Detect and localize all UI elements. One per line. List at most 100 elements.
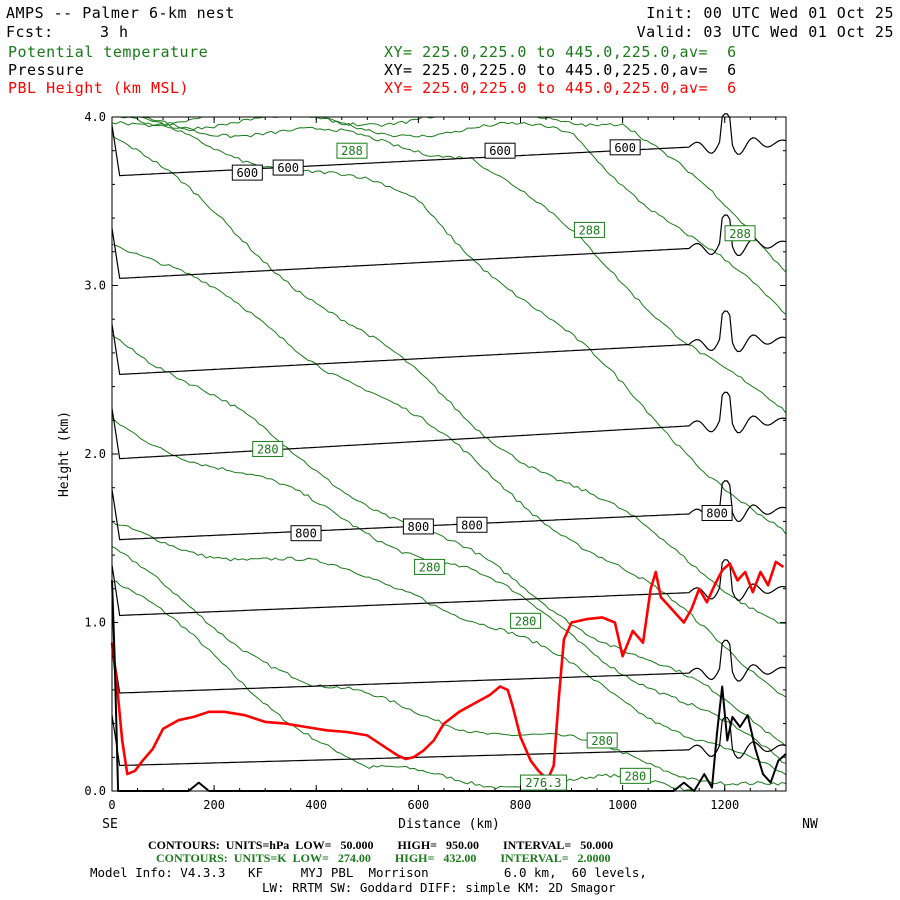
pressure-contour-600 xyxy=(111,113,787,177)
pressure-contour-750 xyxy=(111,391,787,460)
theta-contour-line xyxy=(111,334,787,747)
legend-theta-xy: XY= 225.0,225.0 to 445.0,225.0,av= 6 xyxy=(384,43,737,61)
theta-contour-label-box xyxy=(724,225,756,242)
theta-contour-label-text: 280 xyxy=(625,769,647,783)
axes-layer: 0.0 1.0 2.0 3.0 4.0 0 200 400 600 800 1000 1200 Dist… xyxy=(57,110,818,832)
pressure-contour-label-text: 800 xyxy=(706,506,728,520)
legend-pbl-xy: XY= 225.0,225.0 to 445.0,225.0,av= 6 xyxy=(384,79,737,97)
pressure-contour-label: 800 xyxy=(701,504,733,521)
pbl-height-line xyxy=(110,560,785,779)
pressure-contours-layer xyxy=(111,113,787,767)
y-tick-label: 2.0 xyxy=(84,447,106,461)
theta-contour-label-box xyxy=(586,732,618,749)
theta-contour-line xyxy=(111,135,787,624)
pressure-contour-850 xyxy=(111,559,787,617)
legend-theta-name: Potential temperature xyxy=(8,43,209,61)
theta-contour-label: 288 xyxy=(724,225,756,242)
x-tick-label: 800 xyxy=(510,798,532,812)
theta-contour-label: 276.3 xyxy=(519,774,567,791)
x-tick-label: 200 xyxy=(203,798,225,812)
pressure-contour-label-box xyxy=(456,516,488,533)
pressure-contour-label-box xyxy=(402,518,434,535)
theta-contour-line xyxy=(112,116,787,315)
theta-contour-line xyxy=(111,580,786,792)
pressure-contour-label-text: 800 xyxy=(461,518,483,532)
theta-contour-label: 288 xyxy=(336,142,368,159)
theta-contour-label-text: 280 xyxy=(591,734,613,748)
pressure-contour-label: 600 xyxy=(272,159,304,176)
x-tick-label: 1000 xyxy=(608,798,637,812)
footer-theta-contours: CONTOURS: UNITS=K LOW= 274.00 HIGH= 432.… xyxy=(156,851,611,865)
pressure-contour-label-text: 600 xyxy=(489,144,511,158)
pressure-contour-700 xyxy=(111,310,787,376)
pressure-contour-950 xyxy=(111,715,787,767)
theta-contour-label-text: 280 xyxy=(515,614,537,628)
pressure-contour-label-box xyxy=(701,504,733,521)
pressure-contour-900 xyxy=(111,639,787,694)
y-tick-label: 3.0 xyxy=(84,279,106,293)
theta-contour-label-box xyxy=(414,558,446,575)
chart-title: AMPS -- Palmer 6-km nest xyxy=(6,4,235,22)
fcst-value: 3 h xyxy=(100,23,129,41)
pressure-contour-label-box xyxy=(290,525,322,542)
theta-contour-line xyxy=(111,417,787,764)
pressure-contour-label-box xyxy=(231,164,263,181)
legend-pressure-xy: XY= 225.0,225.0 to 445.0,225.0,av= 6 xyxy=(384,61,737,79)
pressure-contour-label-box xyxy=(484,142,516,159)
pressure-contour-label-text: 800 xyxy=(295,527,317,541)
footer-model-info: Model Info: V4.3.3 KF MYJ PBL Morrison 6… xyxy=(90,865,647,880)
theta-contour-label: 280 xyxy=(510,612,542,629)
theta-contour-label-text: 280 xyxy=(419,560,441,574)
pressure-contour-label-box xyxy=(272,159,304,176)
y-axis-label: Height (km) xyxy=(57,411,72,497)
pressure-contour-650 xyxy=(111,214,787,280)
theta-contour-label: 280 xyxy=(414,558,446,575)
pressure-contour-label-text: 600 xyxy=(614,141,636,155)
theta-contour-line xyxy=(111,243,787,698)
pressure-contour-label: 600 xyxy=(484,142,516,159)
theta-contour-label-text: 288 xyxy=(579,223,601,237)
x-tick-label: 400 xyxy=(305,798,327,812)
theta-contour-line xyxy=(111,520,787,776)
y-tick-label: 4.0 xyxy=(84,110,106,124)
contour-labels-layer: 600 600 600 600 800 800 800 800 288 288 288 280 280 2… xyxy=(231,139,756,791)
pressure-contour-label-box xyxy=(609,139,641,156)
legend-pressure-name: Pressure xyxy=(8,61,85,79)
fcst-label: Fcst: xyxy=(6,23,54,41)
theta-contour-label-box xyxy=(336,142,368,159)
pressure-contour-label: 600 xyxy=(609,139,641,156)
pressure-contour-label-text: 600 xyxy=(277,161,299,175)
y-tick-label: 1.0 xyxy=(84,616,106,630)
valid-time: Valid: 03 UTC Wed 01 Oct 25 xyxy=(636,23,894,41)
footer-pressure-contours: CONTOURS: UNITS=hPa LOW= 50.000 HIGH= 95… xyxy=(148,838,614,852)
theta-contour-line xyxy=(111,545,787,786)
pressure-contour-label: 800 xyxy=(456,516,488,533)
footer-physics-info: LW: RRTM SW: Goddard DIFF: simple KM: 2D… xyxy=(262,880,616,895)
theta-contour-label-box xyxy=(510,612,542,629)
theta-contour-label: 280 xyxy=(252,440,284,457)
theta-contour-label: 280 xyxy=(586,732,618,749)
init-time: Init: 00 UTC Wed 01 Oct 25 xyxy=(646,4,894,22)
theta-contour-label-box xyxy=(519,774,567,791)
pressure-contour-800 xyxy=(111,480,787,541)
theta-contour-label: 280 xyxy=(619,767,651,784)
pressure-contour-label: 800 xyxy=(290,525,322,542)
x-tick-label: 600 xyxy=(408,798,430,812)
pressure-contour-label-text: 800 xyxy=(408,520,430,534)
theta-contour-label-text: 280 xyxy=(257,442,279,456)
theta-contour-label-box xyxy=(619,767,651,784)
theta-contour-label-box xyxy=(573,221,605,238)
theta-contour-label-text: 288 xyxy=(341,144,363,158)
theta-contour-line xyxy=(112,116,787,414)
x-tick-label: 0 xyxy=(108,798,115,812)
theta-contour-line xyxy=(112,116,787,535)
y-tick-label: 0.0 xyxy=(84,784,106,798)
x-axis-label: Distance (km) xyxy=(398,817,500,832)
pressure-contour-label-text: 600 xyxy=(236,166,258,180)
x-left-end-label: SE xyxy=(102,817,118,832)
x-tick-label: 1200 xyxy=(710,798,739,812)
x-right-end-label: NW xyxy=(802,817,818,832)
pressure-contour-label: 800 xyxy=(402,518,434,535)
theta-contour-label-text: 276.3 xyxy=(525,776,561,790)
